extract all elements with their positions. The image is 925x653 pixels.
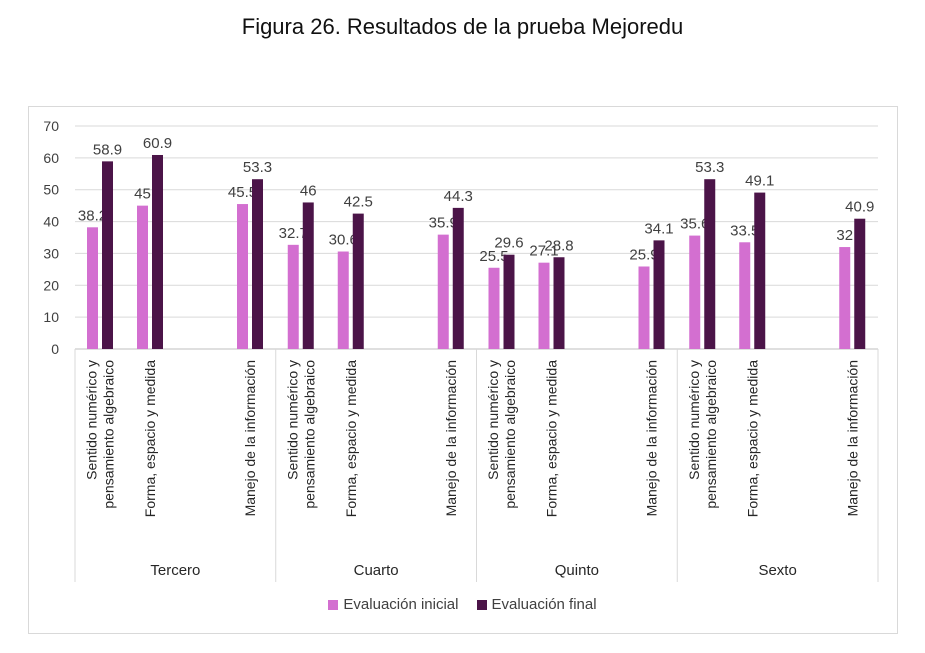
y-tick-label: 0: [51, 341, 59, 357]
data-label-final: 40.9: [845, 199, 874, 216]
data-label-final: 46: [300, 182, 317, 199]
data-label-inicial: 33.5: [730, 222, 759, 239]
group-label: Tercero: [150, 562, 200, 579]
bar-final: [352, 213, 364, 349]
legend-swatch-final: [476, 599, 487, 610]
data-label-inicial: 30.6: [329, 232, 358, 249]
data-label-inicial: 35.9: [429, 215, 458, 232]
legend-item-final: Evaluación final: [476, 596, 597, 613]
bar-final: [302, 202, 314, 349]
bar-final: [452, 207, 464, 349]
data-label-final: 44.3: [444, 188, 473, 205]
y-tick-label: 70: [43, 118, 59, 134]
bar-inicial: [638, 266, 650, 349]
category-label: Forma, espacio y medida: [343, 360, 359, 517]
bar-inicial: [839, 247, 851, 349]
chart-frame: [28, 106, 898, 634]
legend-label-inicial: Evaluación inicial: [343, 596, 459, 613]
chart-legend: Evaluación inicial Evaluación final: [0, 596, 925, 613]
data-label-final: 60.9: [143, 135, 172, 152]
data-label-inicial: 25.9: [629, 246, 658, 263]
data-label-final: 58.9: [93, 141, 122, 158]
data-label-inicial: 32.7: [279, 225, 308, 242]
bar-inicial: [689, 235, 701, 349]
data-label-final: 53.3: [695, 159, 724, 176]
legend-label-final: Evaluación final: [491, 596, 597, 613]
data-label-final: 42.5: [344, 194, 373, 211]
bar-final: [704, 179, 716, 349]
bar-inicial: [337, 251, 349, 349]
category-label: Forma, espacio y medida: [744, 360, 760, 517]
group-label: Sexto: [758, 562, 796, 579]
bar-final: [553, 257, 565, 349]
bar-final: [252, 179, 263, 349]
bar-final: [754, 192, 766, 349]
category-label: pensamiento algebraico: [101, 360, 117, 509]
data-label-final: 28.8: [544, 237, 573, 254]
data-label-inicial: 38.2: [78, 207, 107, 224]
bar-inicial: [437, 234, 449, 349]
category-label: Forma, espacio y medida: [544, 360, 560, 517]
bar-inicial: [87, 227, 98, 349]
bar-final: [653, 240, 665, 349]
y-tick-label: 60: [43, 150, 59, 166]
category-label: pensamiento algebraico: [703, 360, 719, 509]
bar-inicial: [287, 244, 299, 349]
data-label-final: 53.3: [243, 159, 272, 176]
legend-item-inicial: Evaluación inicial: [328, 596, 459, 613]
category-label: pensamiento algebraico: [301, 360, 317, 509]
y-tick-label: 20: [43, 277, 59, 293]
y-tick-label: 30: [43, 245, 59, 261]
category-label: Sentido numérico y: [485, 360, 501, 480]
data-label-inicial: 32: [836, 227, 853, 244]
y-tick-label: 10: [43, 309, 59, 325]
y-tick-label: 50: [43, 182, 59, 198]
data-label-inicial: 45.5: [228, 184, 257, 201]
data-label-inicial: 27.1: [529, 243, 558, 260]
category-label: Sentido numérico y: [84, 360, 100, 480]
data-label-inicial: 35.6: [680, 216, 709, 233]
group-label: Cuarto: [354, 562, 399, 579]
category-label: Forma, espacio y medida: [142, 360, 158, 517]
category-label: Sentido numérico y: [686, 360, 702, 480]
category-label: Manejo de la información: [844, 360, 860, 516]
group-label: Quinto: [555, 562, 599, 579]
data-label-inicial: 45: [134, 186, 151, 203]
category-label: pensamiento algebraico: [502, 360, 518, 509]
bar-final: [854, 218, 866, 349]
data-label-final: 29.6: [494, 235, 523, 252]
y-tick-label: 40: [43, 214, 59, 230]
bar-final: [102, 161, 113, 349]
category-label: Manejo de la información: [242, 360, 258, 516]
category-label: Sentido numérico y: [284, 360, 300, 480]
bar-inicial: [538, 262, 550, 349]
bar-final: [503, 254, 515, 349]
data-label-final: 34.1: [644, 220, 673, 237]
figure-title: Figura 26. Resultados de la prueba Mejor…: [241, 14, 684, 39]
bar-final: [152, 154, 163, 349]
legend-swatch-inicial: [328, 599, 339, 610]
bar-inicial: [237, 204, 248, 349]
category-label: Manejo de la información: [443, 360, 459, 516]
category-label: Manejo de la información: [644, 360, 660, 516]
data-label-inicial: 25.5: [479, 248, 508, 265]
bar-inicial: [488, 267, 500, 349]
bar-inicial: [137, 205, 148, 349]
bar-inicial: [739, 242, 751, 349]
data-label-final: 49.1: [745, 173, 774, 190]
